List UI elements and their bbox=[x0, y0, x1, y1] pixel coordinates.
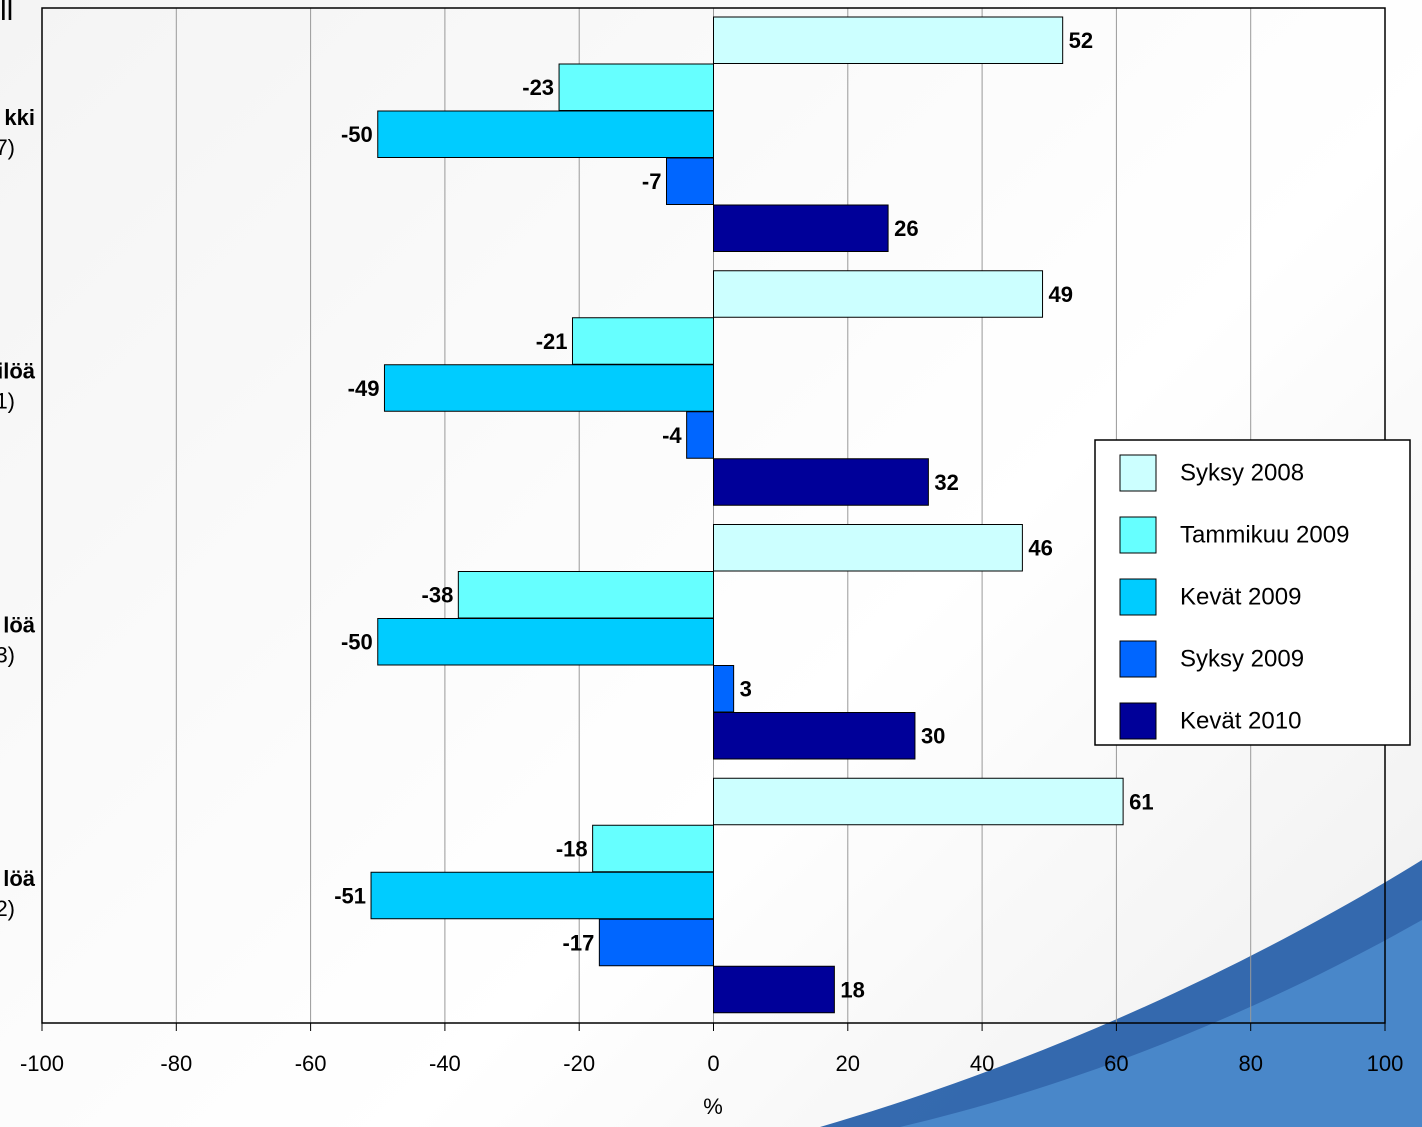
chart-title: ll bbox=[0, 0, 13, 27]
y-tick-label: löä bbox=[3, 866, 36, 891]
data-label: 32 bbox=[934, 470, 958, 495]
x-tick-label: 20 bbox=[836, 1051, 860, 1076]
legend-label: Syksy 2009 bbox=[1180, 645, 1304, 672]
legend-swatch bbox=[1119, 516, 1157, 554]
bar bbox=[598, 918, 714, 967]
y-tick-label: löä bbox=[3, 612, 36, 637]
bar bbox=[713, 777, 1124, 826]
bar bbox=[686, 411, 715, 459]
data-label: -51 bbox=[334, 883, 366, 908]
data-label: -38 bbox=[422, 583, 454, 608]
bar bbox=[558, 63, 714, 111]
bar bbox=[383, 364, 714, 412]
data-label: -21 bbox=[536, 329, 568, 354]
data-label: -49 bbox=[348, 376, 380, 401]
bar bbox=[370, 871, 714, 920]
bar bbox=[665, 157, 714, 205]
x-tick-label: 40 bbox=[970, 1051, 994, 1076]
data-label: -7 bbox=[642, 169, 662, 194]
data-label: 18 bbox=[840, 977, 864, 1002]
y-tick-sublabel: 71) bbox=[0, 389, 15, 414]
data-label: 46 bbox=[1028, 536, 1052, 561]
legend-label: Syksy 2008 bbox=[1180, 459, 1304, 486]
legend-swatch bbox=[1119, 578, 1157, 616]
legend-label: Tammikuu 2009 bbox=[1180, 521, 1349, 548]
decoration bbox=[900, 920, 1422, 1127]
bar bbox=[713, 16, 1064, 64]
legend-label: Kevät 2010 bbox=[1180, 707, 1301, 734]
bar bbox=[713, 204, 889, 252]
data-label: -18 bbox=[556, 836, 588, 861]
legend-swatch bbox=[1119, 454, 1157, 492]
x-tick-label: 100 bbox=[1367, 1051, 1404, 1076]
data-label: 49 bbox=[1049, 282, 1073, 307]
x-tick-label: 80 bbox=[1238, 1051, 1262, 1076]
y-tick-sublabel: 72) bbox=[0, 896, 15, 921]
bar bbox=[713, 712, 916, 760]
y-tick-sublabel: 43) bbox=[0, 642, 15, 667]
data-label: -50 bbox=[341, 630, 373, 655]
data-label: 52 bbox=[1069, 28, 1093, 53]
data-label: 3 bbox=[740, 677, 752, 702]
bar bbox=[713, 458, 929, 506]
bar bbox=[457, 571, 714, 619]
data-label: -50 bbox=[341, 122, 373, 147]
x-tick-label: -20 bbox=[563, 1051, 595, 1076]
data-label: 26 bbox=[894, 216, 918, 241]
data-label: 30 bbox=[921, 724, 945, 749]
x-tick-label: -60 bbox=[295, 1051, 327, 1076]
x-tick-label: 0 bbox=[707, 1051, 719, 1076]
x-tick-label: -80 bbox=[160, 1051, 192, 1076]
bar bbox=[377, 618, 714, 666]
legend-swatch bbox=[1119, 702, 1157, 740]
legend-swatch bbox=[1119, 640, 1157, 678]
bar bbox=[713, 965, 835, 1014]
data-label: -4 bbox=[662, 423, 682, 448]
bar bbox=[571, 317, 714, 365]
bar bbox=[713, 270, 1044, 318]
bar bbox=[592, 824, 715, 873]
bar bbox=[377, 110, 714, 158]
bar bbox=[713, 524, 1023, 572]
bar bbox=[713, 665, 735, 713]
x-tick-label: -40 bbox=[429, 1051, 461, 1076]
y-tick-sublabel: 37) bbox=[0, 135, 15, 160]
x-axis-label: % bbox=[703, 1094, 723, 1119]
y-tick-label: kki bbox=[4, 105, 35, 130]
x-tick-label: 60 bbox=[1104, 1051, 1128, 1076]
x-tick-label: -100 bbox=[20, 1051, 64, 1076]
data-label: 61 bbox=[1129, 789, 1153, 814]
legend-label: Kevät 2009 bbox=[1180, 583, 1301, 610]
data-label: -17 bbox=[563, 930, 595, 955]
data-label: -23 bbox=[522, 75, 554, 100]
y-tick-label: ilöä bbox=[0, 359, 36, 384]
